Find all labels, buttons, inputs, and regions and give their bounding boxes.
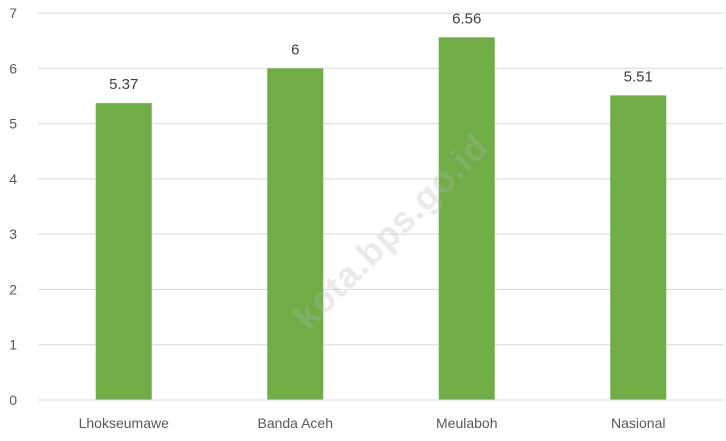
- data-labels: 5.37 6 6.56 5.51: [109, 10, 653, 93]
- y-tick-label: 7: [9, 5, 17, 21]
- bar-banda-aceh: [267, 68, 324, 401]
- x-axis-tick-labels: Lhokseumawe Banda Aceh Meulaboh Nasional: [79, 415, 666, 431]
- y-axis-tick-labels: 0 1 2 3 4 5 6 7: [9, 5, 17, 408]
- x-tick-label: Meulaboh: [436, 415, 498, 431]
- data-label: 5.37: [109, 76, 138, 93]
- bar-nasional: [610, 95, 667, 400]
- y-tick-label: 0: [9, 392, 17, 408]
- y-tick-label: 5: [9, 116, 17, 132]
- y-tick-label: 2: [9, 281, 17, 297]
- x-tick-label: Nasional: [611, 415, 665, 431]
- data-label: 6: [291, 41, 299, 58]
- y-tick-label: 1: [9, 337, 17, 353]
- bars: [95, 37, 667, 401]
- bar-meulaboh: [438, 37, 495, 400]
- bar-lhokseumawe: [95, 103, 152, 400]
- x-tick-label: Lhokseumawe: [79, 415, 169, 431]
- y-tick-label: 6: [9, 60, 17, 76]
- gridlines: [38, 12, 724, 346]
- y-tick-label: 3: [9, 226, 17, 242]
- data-label: 5.51: [624, 68, 653, 85]
- y-tick-label: 4: [9, 171, 17, 187]
- data-label: 6.56: [452, 10, 481, 27]
- x-tick-label: Banda Aceh: [257, 415, 333, 431]
